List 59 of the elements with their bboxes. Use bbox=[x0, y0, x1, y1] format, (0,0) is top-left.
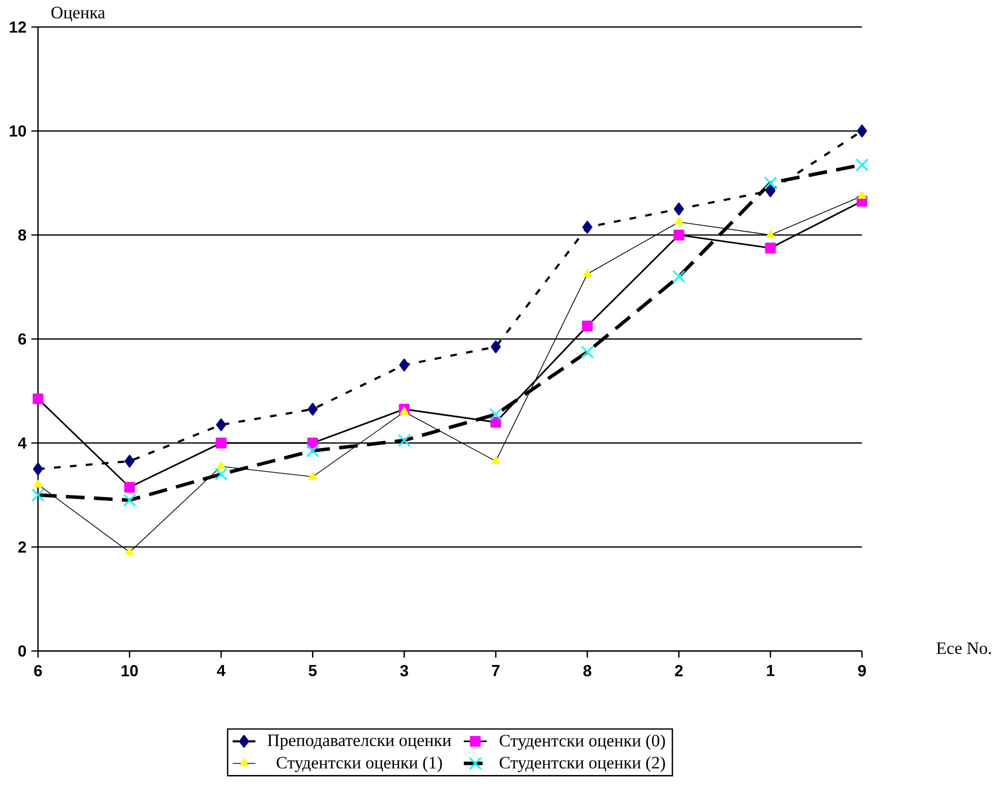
y-tick-label: 10 bbox=[10, 125, 26, 137]
x-tick-label: 10 bbox=[122, 665, 138, 676]
legend-label: Преподавателски оценки bbox=[268, 734, 452, 750]
point bbox=[398, 434, 411, 447]
point bbox=[33, 462, 44, 476]
point bbox=[674, 230, 684, 240]
y-tick-label: 2 bbox=[18, 541, 26, 553]
y-tick-label: 6 bbox=[18, 333, 26, 345]
point bbox=[858, 191, 866, 199]
point bbox=[582, 320, 593, 332]
y-tick-label: 12 bbox=[10, 21, 26, 33]
point bbox=[124, 454, 135, 468]
point bbox=[582, 220, 592, 234]
y-tick-label: 0 bbox=[18, 645, 26, 657]
point bbox=[490, 340, 501, 354]
x-tick-label: 5 bbox=[308, 665, 317, 676]
x-tick-label: 8 bbox=[583, 665, 592, 676]
x-tick-label: 3 bbox=[400, 665, 408, 676]
legend-label: Студентски оценки (2) bbox=[500, 756, 665, 772]
point bbox=[489, 408, 502, 421]
point bbox=[32, 488, 44, 502]
point bbox=[674, 202, 684, 216]
point bbox=[764, 176, 777, 190]
x-tick-label: 1 bbox=[766, 665, 774, 676]
point bbox=[306, 444, 320, 458]
point bbox=[583, 269, 592, 277]
point bbox=[856, 124, 867, 138]
x-axis-title: Есе No. bbox=[936, 642, 991, 654]
point bbox=[674, 217, 684, 225]
point bbox=[856, 158, 868, 172]
point bbox=[123, 494, 136, 507]
point bbox=[492, 456, 500, 464]
point bbox=[125, 547, 134, 555]
point bbox=[308, 402, 318, 416]
x-tick-label: 9 bbox=[858, 665, 866, 676]
point bbox=[399, 358, 410, 372]
point bbox=[766, 230, 775, 238]
y-axis-title: Оценка bbox=[51, 6, 106, 22]
y-tick-label: 8 bbox=[18, 229, 26, 241]
point bbox=[32, 393, 44, 404]
x-tick-label: 2 bbox=[675, 665, 683, 676]
point bbox=[308, 472, 317, 480]
x-tick-label: 4 bbox=[216, 665, 226, 676]
point bbox=[216, 462, 226, 470]
point bbox=[34, 480, 42, 488]
y-tick-label: 4 bbox=[18, 437, 27, 448]
point bbox=[216, 438, 226, 448]
point bbox=[400, 406, 408, 415]
point bbox=[765, 184, 776, 198]
point bbox=[216, 418, 226, 432]
point bbox=[214, 468, 228, 481]
point bbox=[672, 270, 686, 284]
point bbox=[580, 346, 594, 358]
point bbox=[765, 242, 776, 254]
x-tick-label: 6 bbox=[34, 665, 42, 676]
legend-label: Студентски оценки (0) bbox=[500, 734, 665, 750]
x-tick-label: 7 bbox=[492, 665, 500, 676]
point bbox=[124, 482, 135, 493]
legend-label: Студентски оценки (1) bbox=[276, 756, 442, 772]
